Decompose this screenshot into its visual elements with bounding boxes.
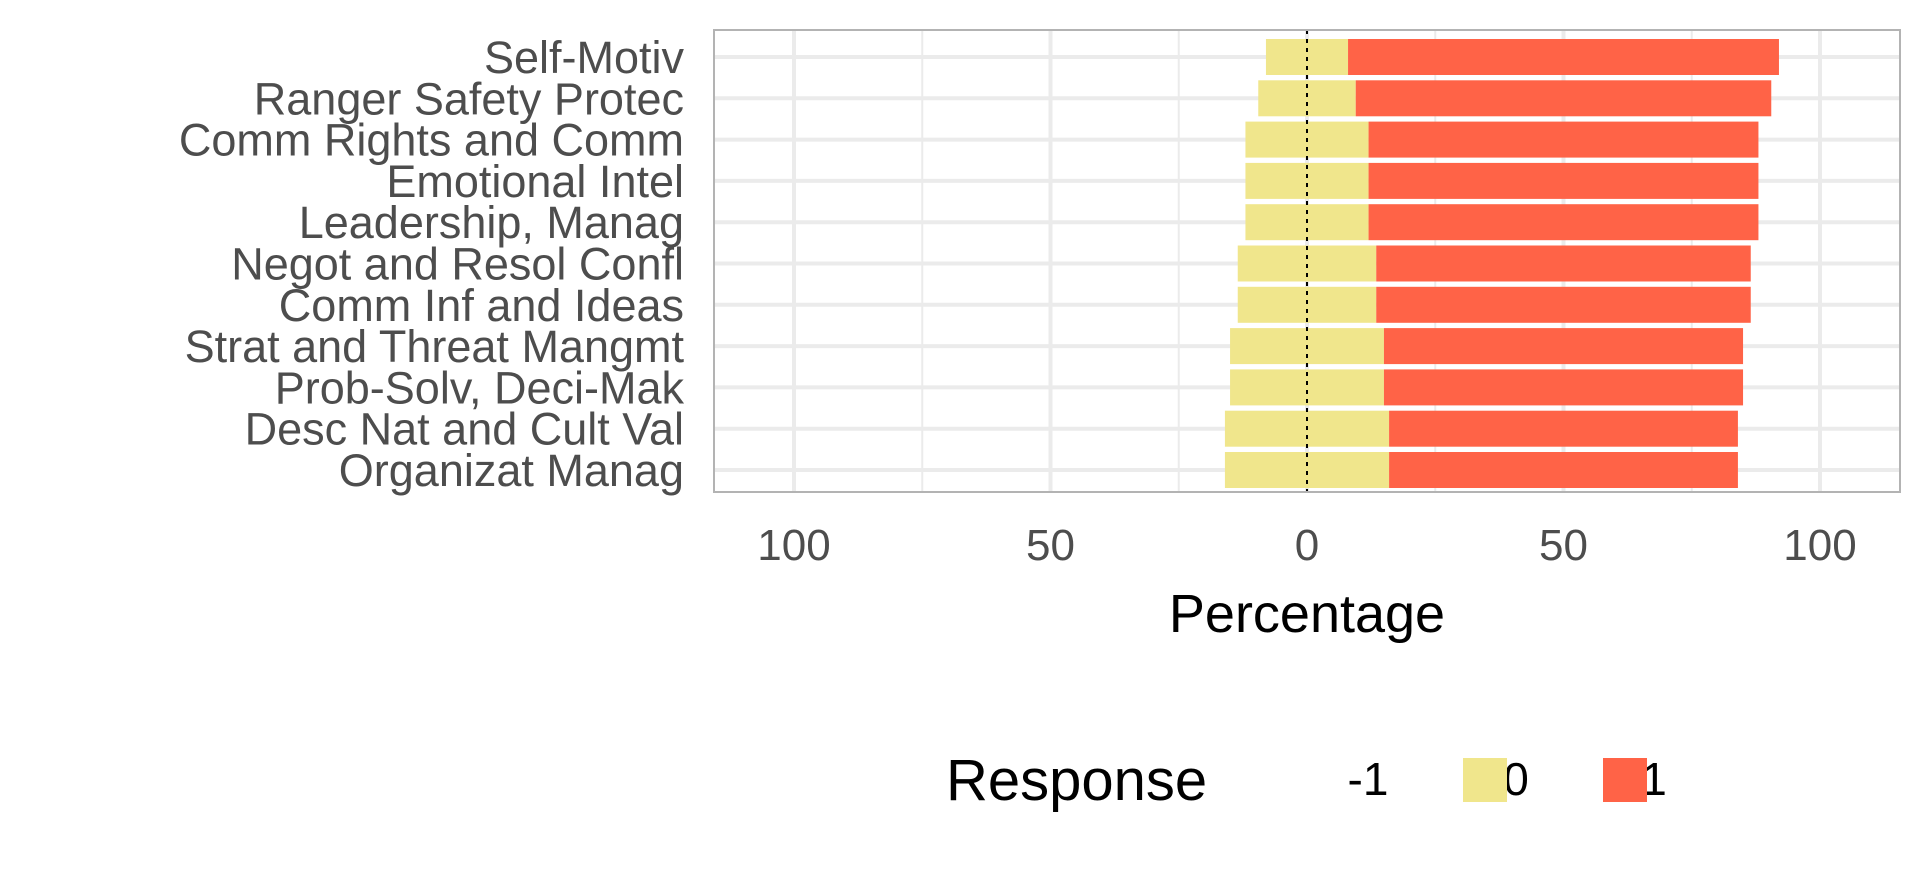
y-tick-label: Desc Nat and Cult Val [245,404,684,455]
bar-positive [1348,39,1779,75]
y-tick-label: Strat and Threat Mangmt [185,321,685,372]
y-tick-label: Self-Motiv [484,32,685,83]
x-tick-label: 100 [757,521,830,570]
y-tick-label: Comm Inf and Ideas [279,280,684,331]
bar-positive [1368,162,1759,199]
bar-positive [1389,452,1738,488]
x-tick-labels: 100 50 0 50 100 [757,521,1856,570]
y-tick-label: Organizat Manag [339,445,684,496]
y-tick-label: Negot and Resol Confl [231,239,684,290]
legend: Response -1 0 1 [946,748,1667,813]
x-tick-label: 50 [1026,521,1075,570]
legend-label: 0 [1503,753,1529,805]
y-tick-label: Leadership, Manag [299,197,684,248]
bar-positive [1355,80,1772,117]
x-tick-label: 50 [1539,521,1588,570]
bar-positive [1383,328,1744,365]
bar-positive [1376,245,1751,282]
bar-positive [1368,121,1759,158]
bars [1224,39,1779,488]
legend-title: Response [946,748,1207,813]
legend-key [1463,758,1507,802]
bar-positive [1389,410,1738,447]
y-tick-label: Comm Rights and Comm [179,115,684,166]
x-axis-title: Percentage [1169,584,1445,644]
bar-positive [1383,369,1744,406]
y-tick-label: Ranger Safety Protec [254,73,684,124]
bar-positive [1376,286,1751,323]
x-tick-label: 0 [1295,521,1319,570]
legend-label: -1 [1348,753,1389,805]
y-tick-label: Prob-Solv, Deci-Mak [275,362,685,413]
bar-positive [1368,204,1759,241]
legend-key [1603,758,1647,802]
y-tick-label: Emotional Intel [386,156,684,207]
panel-border [713,29,1901,493]
x-tick-label: 100 [1783,521,1856,570]
